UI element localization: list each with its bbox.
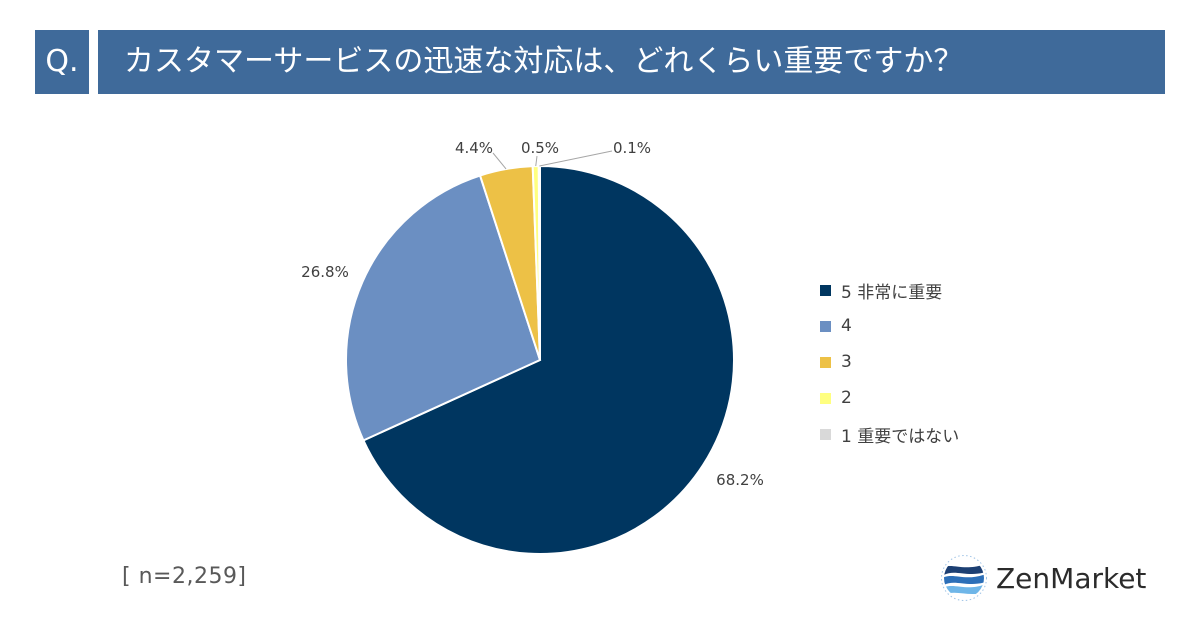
pie-slice	[345, 174, 542, 442]
label-leader-line	[539, 150, 613, 167]
zenmarket-globe-icon	[941, 555, 987, 601]
question-badge: Q.	[35, 30, 89, 94]
legend-label: 2	[841, 388, 852, 408]
sample-size-note: [ n=2,259]	[122, 564, 247, 589]
legend-label: 1 重要ではない	[841, 426, 960, 447]
legend-item: 4	[820, 308, 959, 344]
legend-item: 2	[820, 380, 959, 416]
zenmarket-logo: ZenMarket	[940, 554, 1146, 602]
pie-slice	[362, 164, 735, 555]
legend-label: 5 非常に重要	[841, 282, 943, 303]
slice-data-label: 68.2%	[716, 471, 764, 489]
legend-label: 4	[841, 316, 852, 336]
slice-data-label: 0.5%	[521, 139, 559, 157]
label-leader-line	[492, 152, 507, 170]
logo-text: ZenMarket	[996, 561, 1147, 595]
legend-swatch	[820, 356, 831, 368]
legend-item: 3	[820, 344, 959, 380]
slice-data-label: 0.1%	[613, 139, 651, 157]
legend-swatch	[820, 320, 831, 332]
slice-data-label: 4.4%	[455, 139, 493, 157]
slice-data-label: 26.8%	[301, 263, 349, 281]
legend-label: 3	[841, 352, 852, 372]
chart-legend: 5 非常に重要 4 3 2 1 重要ではない	[820, 272, 959, 452]
label-leader-line	[535, 155, 538, 167]
question-title: カスタマーサービスの迅速な対応は、どれくらい重要ですか？	[98, 30, 1165, 94]
legend-swatch	[820, 392, 831, 404]
legend-item: 1 重要ではない	[820, 416, 959, 452]
legend-swatch	[820, 284, 831, 296]
legend-swatch	[820, 428, 831, 440]
pie-slice	[537, 164, 541, 361]
legend-item: 5 非常に重要	[820, 272, 959, 308]
